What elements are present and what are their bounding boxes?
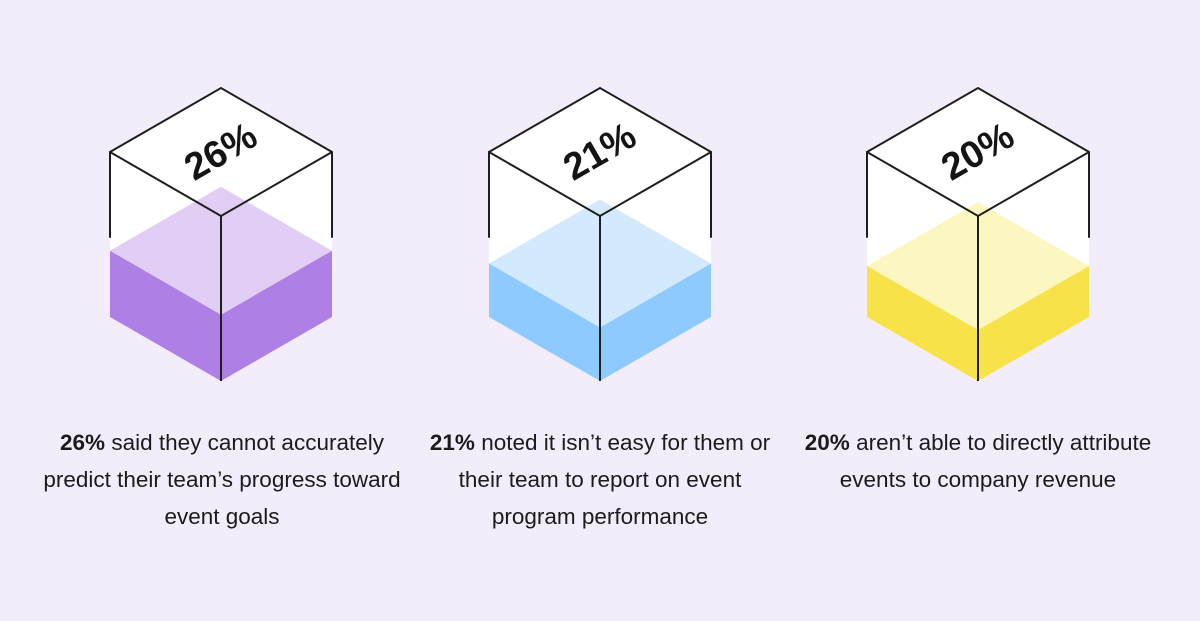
caption-3: 20% aren’t able to directly attribute ev…: [798, 424, 1158, 498]
cube-3-fill-left: [867, 266, 978, 381]
cube-1-outer-edges: [109, 86, 333, 238]
caption-2-text: noted it isn’t easy for them or their te…: [458, 430, 771, 529]
cube-3-outer-edges: [866, 86, 1090, 238]
caption-2-percent: 21%: [429, 430, 475, 455]
cube-2-fill-left: [489, 263, 600, 381]
caption-1-percent: 26%: [60, 430, 106, 455]
cube-2-outer-edges: [488, 86, 712, 238]
caption-2: 21% noted it isn’t easy for them or thei…: [420, 424, 780, 535]
cube-1-fill-right: [221, 250, 332, 381]
caption-1-text: said they cannot accurately predict thei…: [43, 430, 401, 529]
caption-3-percent: 20%: [804, 430, 850, 455]
cube-2-fill-right: [600, 263, 711, 381]
cube-1-fill-left: [110, 250, 221, 381]
caption-3-text: aren’t able to directly attribute events…: [839, 430, 1152, 492]
cubes-chart: 26% 21% 20%: [109, 86, 1090, 381]
cube-3-fill-right: [978, 266, 1089, 381]
caption-1: 26% said they cannot accurately predict …: [42, 424, 402, 535]
